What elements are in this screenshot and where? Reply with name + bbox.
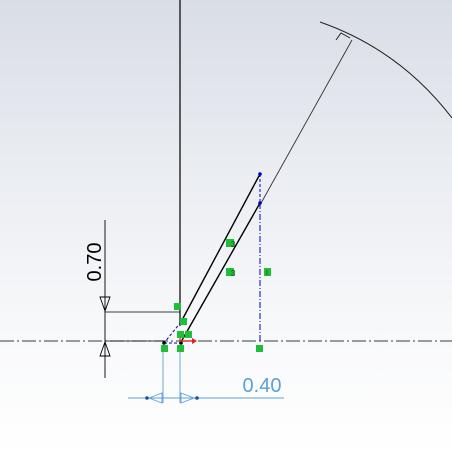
perpendicular-relation-icon — [335, 32, 351, 41]
relation-marker-parallel-2[interactable]: 3 — [226, 268, 236, 278]
relation-marker-fixed-1[interactable] — [161, 345, 168, 352]
relation-marker-fixed-2[interactable] — [177, 345, 184, 352]
relation-marker-parallel-1[interactable]: 3 — [226, 239, 236, 249]
endpoint-top[interactable] — [258, 172, 262, 176]
relation-label: 3 — [231, 240, 236, 249]
vertical-dimension[interactable]: 0.70 — [84, 220, 180, 378]
relation-label: 3 — [231, 269, 236, 278]
origin-arrow-head — [192, 338, 197, 344]
horizontal-dimension[interactable]: 0.40 — [128, 348, 284, 404]
endpoint-mid[interactable] — [258, 201, 262, 205]
horizontal-dimension-value[interactable]: 0.40 — [243, 375, 282, 397]
endpoint-bottom-right[interactable] — [179, 341, 183, 345]
slanted-line-left[interactable] — [180, 173, 261, 323]
relation-marker-coincident-2[interactable] — [180, 318, 187, 325]
slanted-line-right[interactable] — [180, 202, 261, 343]
relation-marker-coincident-3[interactable] — [177, 331, 184, 338]
large-arc[interactable] — [319, 21, 452, 119]
relation-marker-coincident-1[interactable] — [174, 303, 181, 310]
relation-marker-vertical[interactable]: I — [264, 268, 271, 277]
radial-line[interactable] — [259, 39, 353, 206]
relation-marker-fixed-3[interactable] — [256, 345, 263, 352]
relation-label: I — [266, 270, 268, 277]
construction-extension[interactable] — [163, 321, 182, 344]
relation-marker-coincident-4[interactable] — [185, 331, 192, 338]
vertical-dimension-value[interactable]: 0.70 — [84, 243, 106, 282]
endpoint-bottom-left[interactable] — [162, 341, 166, 345]
